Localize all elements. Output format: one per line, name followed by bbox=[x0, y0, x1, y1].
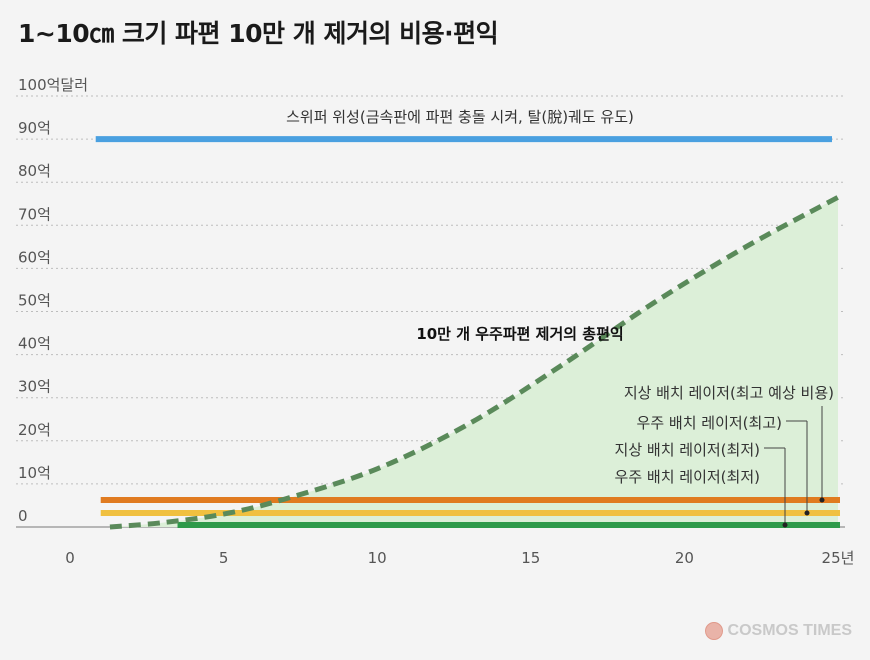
y-tick-label: 0 bbox=[18, 507, 28, 525]
y-tick-label: 30억 bbox=[18, 378, 51, 396]
x-tick-label: 5 bbox=[219, 549, 229, 567]
chart-title: 1~10㎝ 크기 파편 10만 개 제거의 비용·편익 bbox=[18, 19, 499, 48]
annotations: 스위퍼 위성(금속판에 파편 충돌 시켜, 탈(脫)궤도 유도) 10만 개 우주… bbox=[286, 108, 834, 528]
leader-dot-0 bbox=[819, 497, 825, 503]
leader-dot-2 bbox=[782, 522, 788, 528]
y-tick-label: 70억 bbox=[18, 205, 51, 223]
cost-label-2: 지상 배치 레이저(최저) bbox=[615, 441, 760, 459]
x-tick-label: 10 bbox=[368, 549, 387, 567]
y-tick-label: 10억 bbox=[18, 464, 51, 482]
brand-logo: COSMOS TIMES bbox=[704, 622, 852, 640]
benefit-area-fill bbox=[109, 197, 839, 527]
x-tick-label: 15 bbox=[521, 549, 540, 567]
cost-label-0: 지상 배치 레이저(최고 예상 비용) bbox=[624, 384, 834, 402]
y-tick-label: 20억 bbox=[18, 421, 51, 439]
x-tick-label: 25년 bbox=[822, 549, 855, 567]
x-tick-label: 0 bbox=[65, 549, 75, 567]
y-tick-label: 40억 bbox=[18, 335, 51, 353]
leader-dot-1 bbox=[804, 510, 810, 516]
y-tick-labels: 0 10억 20억 30억 40억 50억 60억 70억 80억 90억 100억달러 bbox=[18, 76, 88, 525]
y-tick-label: 100억달러 bbox=[18, 76, 88, 94]
cost-label-3: 우주 배치 레이저(최저) bbox=[615, 468, 760, 486]
brand-name: COSMOS TIMES bbox=[727, 622, 852, 639]
y-tick-label: 90억 bbox=[18, 119, 51, 137]
benefit-area bbox=[109, 197, 839, 527]
x-tick-label: 20 bbox=[675, 549, 694, 567]
y-tick-label: 50억 bbox=[18, 292, 51, 310]
x-tick-labels: 0 5 10 15 20 25년 bbox=[65, 549, 854, 567]
cost-label-1: 우주 배치 레이저(최고) bbox=[637, 414, 782, 432]
benefit-curve bbox=[109, 195, 840, 530]
logo-icon bbox=[704, 622, 723, 640]
benefit-line bbox=[109, 195, 840, 530]
benefit-label: 10만 개 우주파편 제거의 총편익 bbox=[416, 325, 623, 343]
y-tick-label: 80억 bbox=[18, 162, 51, 180]
sweeper-label: 스위퍼 위성(금속판에 파편 충돌 시켜, 탈(脫)궤도 유도) bbox=[286, 108, 634, 126]
y-tick-label: 60억 bbox=[18, 248, 51, 266]
